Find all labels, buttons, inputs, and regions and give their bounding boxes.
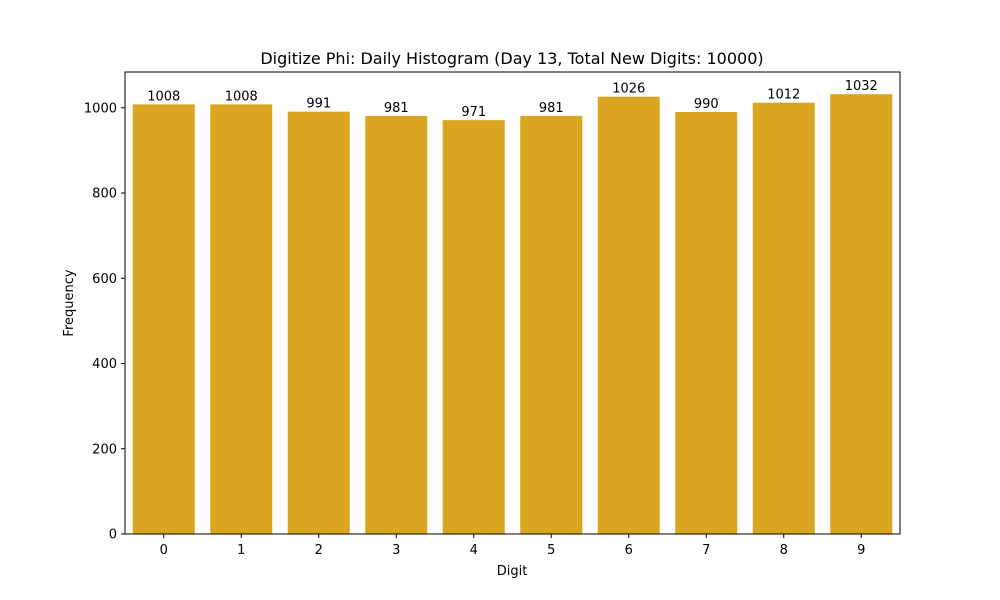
x-tick-label: 5	[547, 543, 555, 558]
bar-value-label: 990	[694, 97, 719, 112]
x-axis-label: Digit	[497, 564, 528, 579]
x-axis-ticks: 0 1 2 3 4 5 6 7 8 9	[160, 534, 865, 558]
y-axis-label: Frequency	[62, 269, 77, 336]
x-tick-label: 3	[392, 543, 400, 558]
bar-digit-3	[365, 115, 428, 534]
bar-value-label: 1008	[147, 89, 180, 104]
x-tick-label: 0	[160, 543, 168, 558]
y-axis-ticks: 0 200 400 600 800 1000	[84, 101, 125, 543]
bar-digit-7	[675, 112, 738, 534]
bar-value-label: 991	[306, 97, 331, 112]
bar-digit-1	[210, 104, 273, 534]
bar-value-label: 1032	[845, 79, 878, 94]
bars-group	[132, 94, 893, 535]
bar-digit-2	[287, 111, 350, 534]
bar-labels-group: 1008 1008 991 981 971 981 1026 990 1012 1032	[147, 79, 878, 120]
bar-digit-8	[752, 102, 815, 535]
x-tick-label: 9	[857, 543, 865, 558]
bar-digit-0	[132, 104, 195, 534]
x-tick-label: 1	[237, 543, 245, 558]
bar-digit-9	[830, 94, 893, 535]
bar-value-label: 981	[539, 101, 564, 116]
bar-digit-4	[442, 120, 505, 534]
x-tick-label: 8	[780, 543, 788, 558]
y-tick-label: 600	[92, 272, 117, 287]
chart-title: Digitize Phi: Daily Histogram (Day 13, T…	[260, 49, 763, 68]
plot-area-frame	[124, 71, 901, 535]
x-tick-label: 6	[625, 543, 633, 558]
bar-value-label: 981	[384, 101, 409, 116]
y-tick-label: 1000	[84, 101, 117, 116]
bar-value-label: 1026	[612, 82, 645, 97]
y-tick-label: 400	[92, 357, 117, 372]
bar-value-label: 971	[461, 105, 486, 120]
bar-digit-5	[520, 115, 583, 534]
x-tick-label: 4	[470, 543, 478, 558]
y-tick-label: 200	[92, 442, 117, 457]
x-tick-label: 2	[315, 543, 323, 558]
x-tick-label: 7	[702, 543, 710, 558]
bar-value-label: 1008	[225, 89, 258, 104]
bar-digit-6	[597, 96, 660, 535]
y-tick-label: 800	[92, 187, 117, 202]
y-tick-label: 0	[109, 528, 117, 543]
bar-value-label: 1012	[767, 88, 800, 103]
